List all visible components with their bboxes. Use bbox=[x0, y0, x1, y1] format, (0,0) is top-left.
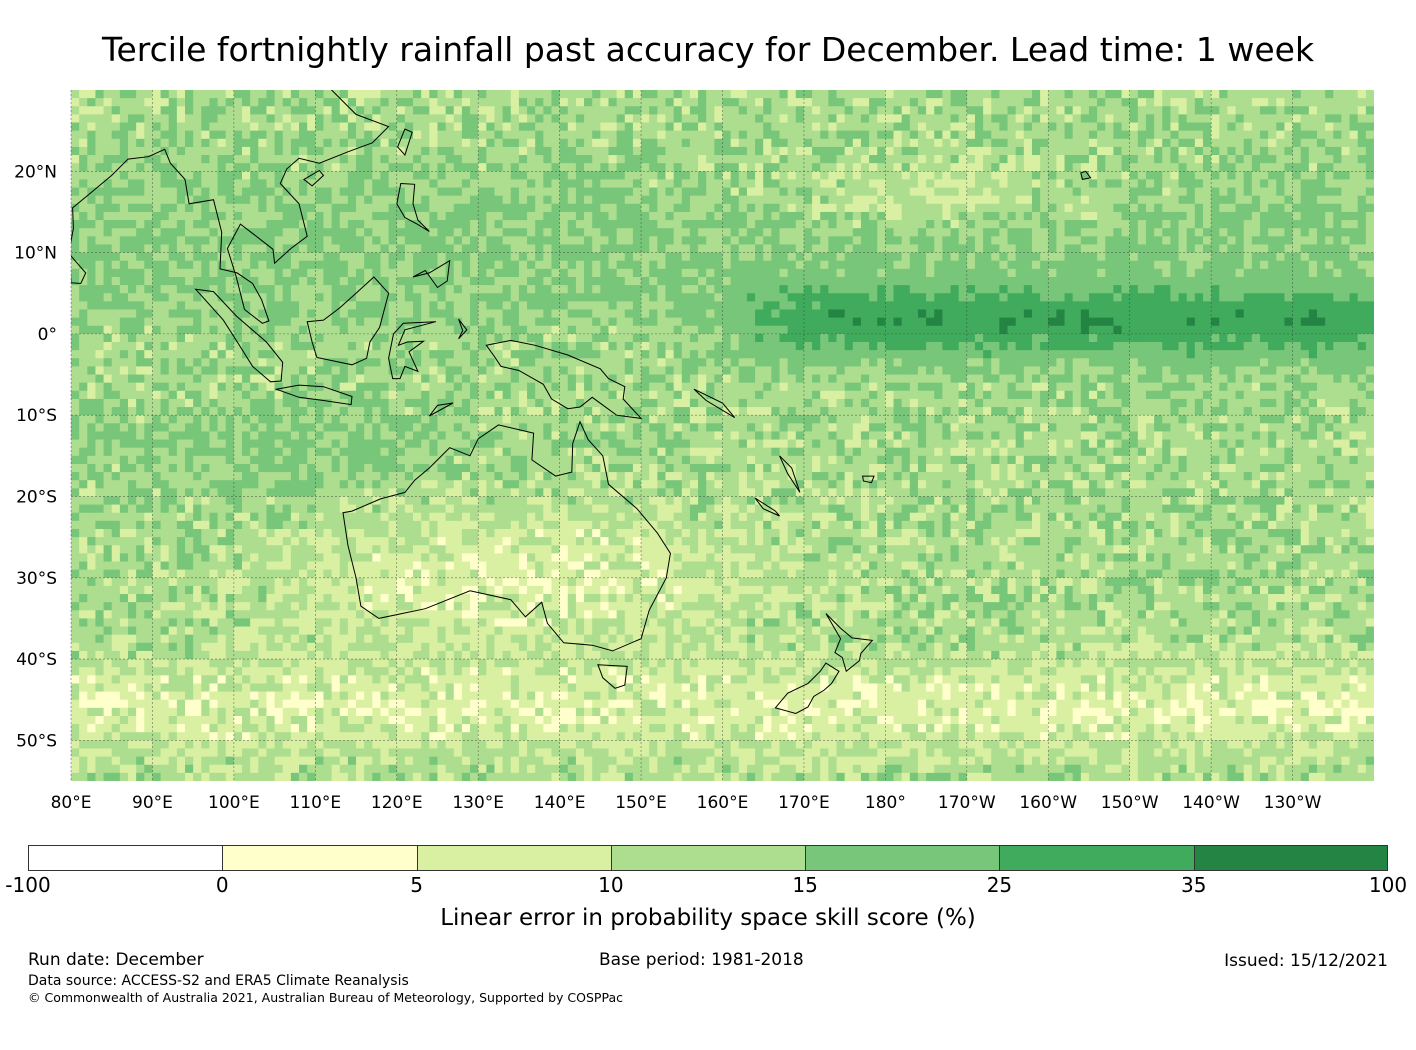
colorbar-tick-label: 35 bbox=[1180, 873, 1207, 897]
coastline bbox=[825, 613, 874, 673]
lon-label: 170°W bbox=[938, 793, 996, 813]
axis-labels: 20°N 10°N 0° 10°S 20°S 30°S 40°S 50°S 80°E 90°E 10… bbox=[14, 162, 1321, 813]
colorbar-segment bbox=[805, 845, 1001, 871]
coastline bbox=[71, 90, 390, 324]
issued-date: Issued: 15/12/2021 bbox=[1224, 951, 1388, 971]
lat-label: 30°S bbox=[16, 569, 57, 589]
chart-title: Tercile fortnightly rainfall past accura… bbox=[101, 30, 1315, 69]
coastline bbox=[396, 182, 430, 232]
colorbar-tick-label: 25 bbox=[986, 873, 1013, 897]
coastline bbox=[412, 259, 451, 289]
graticule bbox=[70, 90, 1374, 781]
coastline bbox=[597, 664, 628, 689]
colorbar-tick-label: -100 bbox=[5, 873, 51, 897]
lat-label: 20°N bbox=[14, 162, 57, 182]
colorbar-segment bbox=[1193, 845, 1388, 871]
lon-label: 120°E bbox=[371, 793, 423, 813]
colorbar-segment bbox=[28, 845, 224, 871]
coastline bbox=[274, 384, 353, 406]
colorbar-tick-label: 0 bbox=[215, 873, 229, 897]
coastline bbox=[397, 128, 413, 156]
colorbar-segment bbox=[610, 845, 807, 871]
lat-label: 10°N bbox=[14, 244, 57, 264]
lon-label: 90°E bbox=[132, 793, 173, 813]
lon-label: 150°E bbox=[615, 793, 667, 813]
coastline bbox=[306, 276, 390, 366]
lon-label: 170°E bbox=[778, 793, 830, 813]
copyright: © Commonwealth of Australia 2021, Austra… bbox=[28, 990, 623, 1005]
colorbar-tick-label: 15 bbox=[792, 873, 818, 897]
skill-map: 20°N 10°N 0° 10°S 20°S 30°S 40°S 50°S 80°E 90°E 10… bbox=[14, 90, 1374, 813]
colorbar-segment bbox=[222, 845, 418, 871]
coastline bbox=[303, 169, 325, 187]
lon-label: 140°E bbox=[534, 793, 586, 813]
coastline bbox=[428, 402, 454, 417]
lat-label: 50°S bbox=[16, 731, 57, 751]
coastline bbox=[774, 662, 840, 715]
run-date: Run date: December bbox=[28, 950, 204, 970]
coastline bbox=[71, 255, 87, 285]
data-source: Data source: ACCESS-S2 and ERA5 Climate … bbox=[28, 973, 409, 989]
colorbar-label: Linear error in probability space skill … bbox=[440, 905, 976, 931]
lon-label: 180° bbox=[865, 793, 906, 813]
lon-label: 80°E bbox=[51, 793, 92, 813]
coastline bbox=[388, 321, 436, 380]
lon-label: 110°E bbox=[289, 793, 341, 813]
lon-label: 140°W bbox=[1182, 793, 1240, 813]
lon-label: 160°E bbox=[697, 793, 749, 813]
lon-label: 130°E bbox=[452, 793, 504, 813]
coastline bbox=[754, 497, 780, 517]
colorbar-segment bbox=[999, 845, 1195, 871]
coastline bbox=[342, 420, 671, 652]
lat-label: 20°S bbox=[16, 487, 57, 507]
lon-label: 150°W bbox=[1101, 793, 1159, 813]
skill-field bbox=[71, 90, 1374, 781]
colorbar-tick-label: 5 bbox=[410, 873, 423, 897]
coastline bbox=[1080, 170, 1092, 180]
coastline bbox=[458, 318, 468, 340]
lat-label: 0° bbox=[38, 325, 57, 345]
coastline bbox=[693, 388, 736, 419]
lat-label: 40°S bbox=[16, 650, 57, 670]
coastline bbox=[862, 475, 875, 484]
lon-label: 100°E bbox=[208, 793, 260, 813]
lon-label: 160°W bbox=[1019, 793, 1077, 813]
colorbar-tick-label: 10 bbox=[598, 873, 624, 897]
coastline bbox=[779, 455, 801, 493]
lat-label: 10°S bbox=[16, 406, 57, 426]
colorbar-segment bbox=[416, 845, 612, 871]
lon-label: 130°W bbox=[1264, 793, 1322, 813]
base-period: Base period: 1981-2018 bbox=[599, 950, 804, 970]
colorbar-tick-label: 100 bbox=[1368, 873, 1408, 897]
